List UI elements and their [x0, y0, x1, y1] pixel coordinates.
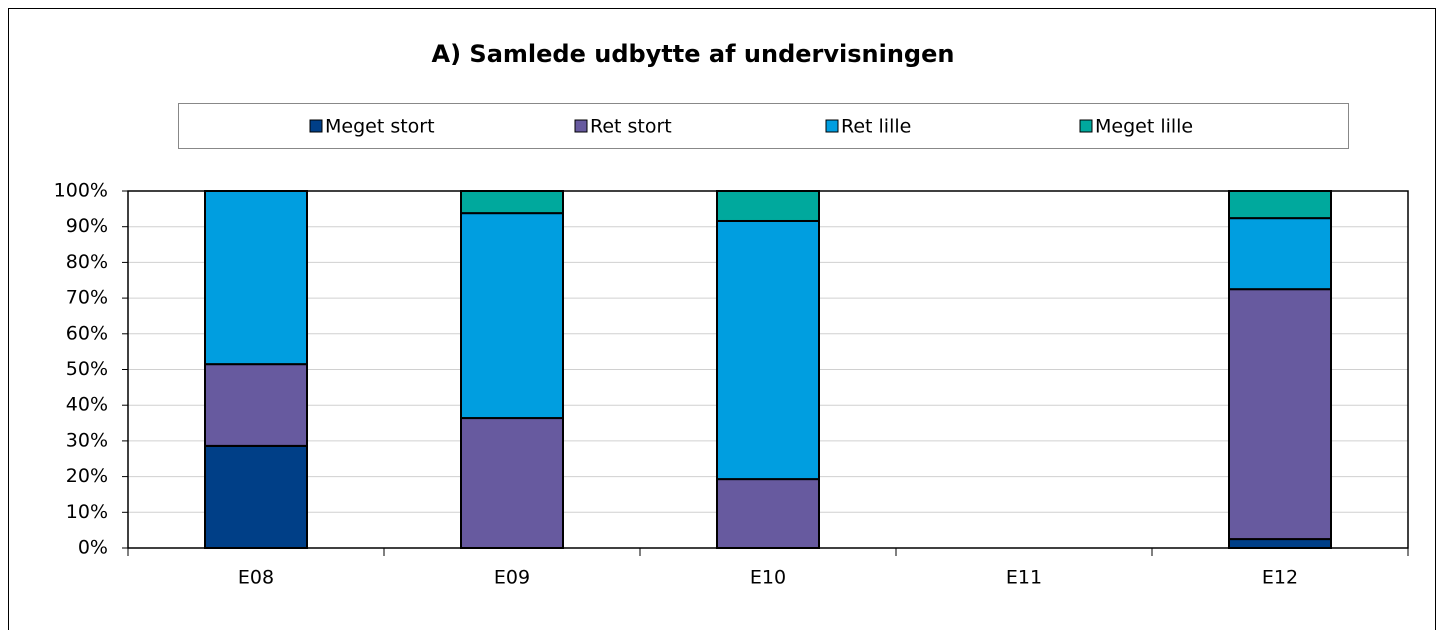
y-tick-label: 20%	[66, 465, 108, 487]
legend-label: Meget lille	[1095, 116, 1193, 138]
bar-segment	[204, 444, 308, 550]
x-tick-label: E11	[1006, 567, 1042, 589]
x-tick-label: E10	[750, 567, 786, 589]
legend-label: Ret lille	[841, 116, 911, 138]
chart-title: A) Samlede udbytte af undervisningen	[432, 40, 955, 68]
y-tick-label: 90%	[66, 215, 108, 237]
legend-swatch	[574, 119, 588, 133]
bar-segment	[460, 212, 564, 420]
y-tick-label: 80%	[66, 251, 108, 273]
plot-border	[127, 190, 1409, 549]
bar-segment	[460, 190, 564, 215]
y-tick-label: 60%	[66, 322, 108, 344]
bar-segment	[1228, 190, 1332, 220]
bar-segment	[1228, 538, 1332, 550]
bar-segment	[1228, 288, 1332, 541]
x-tick-label: E12	[1262, 567, 1298, 589]
y-tick-label: 40%	[66, 394, 108, 416]
bar-segment	[1228, 217, 1332, 291]
bar-segment	[204, 363, 308, 447]
bar-segment	[716, 190, 820, 222]
legend-swatch	[825, 119, 839, 133]
x-tick-label: E09	[494, 567, 530, 589]
y-tick-label: 10%	[66, 501, 108, 523]
legend-label: Meget stort	[325, 116, 435, 138]
x-tick-label: E08	[238, 567, 274, 589]
y-tick-label: 0%	[78, 537, 108, 559]
y-tick-label: 70%	[66, 287, 108, 309]
bar-segment	[204, 190, 308, 366]
y-tick-label: 100%	[54, 180, 108, 202]
legend-swatch	[1079, 119, 1093, 133]
legend-box	[178, 103, 1349, 149]
legend-swatch	[309, 119, 323, 133]
y-tick-label: 30%	[66, 429, 108, 451]
bar-segment	[460, 417, 564, 549]
y-tick-label: 50%	[66, 358, 108, 380]
legend-label: Ret stort	[590, 116, 672, 138]
bar-segment	[716, 478, 820, 549]
bar-segment	[716, 219, 820, 481]
